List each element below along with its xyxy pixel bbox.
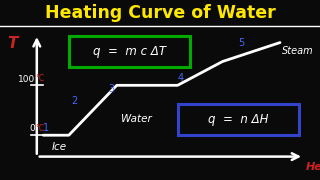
Text: Ice: Ice	[52, 142, 67, 152]
Text: °C: °C	[36, 74, 45, 83]
Text: 5: 5	[238, 38, 244, 48]
Text: Heat: Heat	[306, 162, 320, 172]
Text: 2: 2	[71, 96, 77, 107]
Text: q  =  m c ΔT: q = m c ΔT	[93, 45, 166, 58]
Text: 1: 1	[43, 123, 50, 133]
Text: 100: 100	[18, 75, 35, 84]
FancyBboxPatch shape	[69, 36, 190, 67]
Text: 3: 3	[108, 84, 115, 94]
Text: T: T	[8, 36, 18, 51]
Text: q  =  n ΔH: q = n ΔH	[208, 113, 269, 126]
Text: Steam: Steam	[282, 46, 313, 56]
Text: °C: °C	[36, 124, 45, 133]
Text: 4: 4	[178, 73, 184, 83]
FancyBboxPatch shape	[178, 104, 299, 135]
Text: 0: 0	[29, 124, 35, 133]
Text: Heating Curve of Water: Heating Curve of Water	[44, 4, 276, 22]
Text: Water: Water	[121, 114, 151, 124]
